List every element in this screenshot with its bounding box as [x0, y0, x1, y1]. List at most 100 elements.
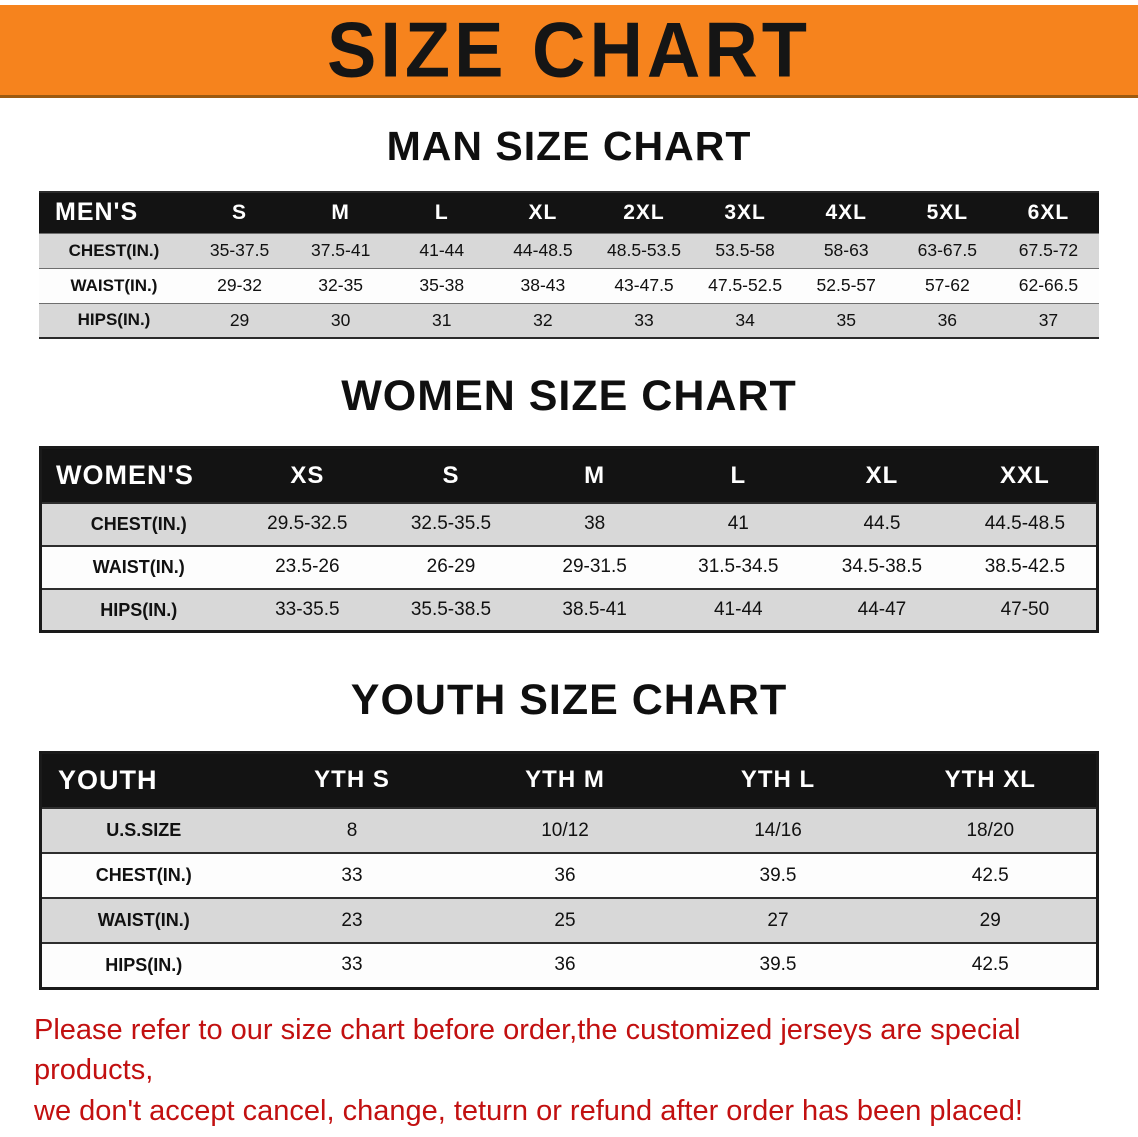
size-column-header: XL — [810, 447, 954, 503]
measurement-row: WAIST(IN.) 23.5-26 26-29 29-31.5 31.5-34.5 34… — [40, 544, 1098, 589]
value-cell: 44-48.5 — [492, 232, 594, 269]
value-cell: 62-66.5 — [997, 267, 1099, 304]
value-cell: 33 — [593, 302, 695, 339]
row-label-cell: WAIST(IN.) — [40, 897, 246, 944]
value-cell: 29-32 — [189, 267, 291, 304]
value-cell: 29 — [884, 897, 1098, 944]
row-label-cell: WAIST(IN.) — [39, 267, 189, 304]
value-cell: 34 — [694, 302, 796, 339]
measurement-row: HIPS(IN.) 33 36 39.5 42.5 — [40, 942, 1098, 989]
table-title-cell: YOUTH — [40, 752, 246, 809]
value-cell: 41-44 — [666, 587, 811, 632]
value-cell: 10/12 — [458, 807, 672, 854]
value-cell: 39.5 — [671, 852, 885, 899]
value-cell: 32-35 — [290, 267, 392, 304]
measurement-row: CHEST(IN.) 29.5-32.5 32.5-35.5 38 41 44.5 44.5… — [40, 501, 1098, 546]
size-column-header: XXL — [953, 447, 1098, 503]
value-cell: 26-29 — [379, 544, 523, 589]
banner-title: SIZE CHART — [327, 5, 811, 94]
value-cell: 33 — [245, 852, 459, 899]
size-column-header: L — [391, 192, 493, 234]
row-label-cell: WAIST(IN.) — [40, 544, 236, 589]
value-cell: 38-43 — [492, 267, 594, 304]
row-label-cell: CHEST(IN.) — [40, 501, 236, 546]
size-column-header: M — [290, 192, 392, 234]
value-cell: 42.5 — [884, 852, 1098, 899]
women-size-section: WOMEN SIZE CHART WOMEN'S XS S M L XL XXL CHEST(… — [0, 372, 1138, 634]
row-label-cell: HIPS(IN.) — [39, 302, 189, 339]
measurement-row: WAIST(IN.) 23 25 27 29 — [40, 897, 1098, 944]
size-column-header: S — [379, 447, 523, 503]
size-column-header: 5XL — [896, 192, 998, 234]
measurement-row: WAIST(IN.) 29-32 32-35 35-38 38-43 43-47.5 47.… — [39, 267, 1099, 304]
men-section-heading: MAN SIZE CHART — [386, 123, 752, 169]
size-chart-banner: SIZE CHART — [0, 5, 1138, 98]
disclaimer-line-1: Please refer to our size chart before or… — [34, 1013, 1021, 1087]
size-column-header: YTH L — [671, 752, 885, 809]
value-cell: 14/16 — [671, 807, 885, 854]
value-cell: 32 — [492, 302, 594, 339]
value-cell: 35-37.5 — [189, 232, 291, 269]
measurement-row: CHEST(IN.) 33 36 39.5 42.5 — [40, 852, 1098, 899]
size-column-header: YTH M — [458, 752, 672, 809]
measurement-row: CHEST(IN.) 35-37.5 37.5-41 41-44 44-48.5 48.5… — [39, 232, 1099, 269]
value-cell: 32.5-35.5 — [379, 501, 523, 546]
men-size-table: MEN'S S M L XL 2XL 3XL 4XL 5XL 6XL CHEST(IN.) 35-37… — [39, 191, 1099, 340]
row-label-cell: HIPS(IN.) — [40, 942, 246, 989]
value-cell: 35.5-38.5 — [379, 587, 523, 632]
header-row: WOMEN'S XS S M L XL XXL — [40, 447, 1098, 503]
value-cell: 38 — [522, 501, 667, 546]
value-cell: 37 — [997, 302, 1099, 339]
value-cell: 41-44 — [391, 232, 493, 269]
size-column-header: XL — [492, 192, 594, 234]
value-cell: 25 — [458, 897, 672, 944]
row-label-cell: U.S.SIZE — [40, 807, 246, 854]
value-cell: 29 — [189, 302, 291, 339]
value-cell: 44.5-48.5 — [953, 501, 1098, 546]
youth-section-heading: YOUTH SIZE CHART — [350, 676, 788, 725]
value-cell: 44-47 — [810, 587, 954, 632]
women-section-heading: WOMEN SIZE CHART — [341, 372, 797, 421]
value-cell: 67.5-72 — [997, 232, 1099, 269]
value-cell: 36 — [458, 852, 672, 899]
women-size-table: WOMEN'S XS S M L XL XXL CHEST(IN.) 29.5-32.5 32.5… — [39, 446, 1099, 634]
value-cell: 30 — [290, 302, 392, 339]
value-cell: 36 — [458, 942, 672, 989]
disclaimer-line-2: we don't accept cancel, change, teturn o… — [34, 1094, 1023, 1127]
value-cell: 23 — [245, 897, 459, 944]
value-cell: 48.5-53.5 — [593, 232, 695, 269]
header-row: YOUTH YTH S YTH M YTH L YTH XL — [40, 752, 1098, 809]
size-column-header: 4XL — [795, 192, 897, 234]
value-cell: 23.5-26 — [235, 544, 380, 589]
value-cell: 47.5-52.5 — [694, 267, 796, 304]
value-cell: 31.5-34.5 — [666, 544, 811, 589]
disclaimer-text: Please refer to our size chart before or… — [0, 1010, 1138, 1132]
value-cell: 58-63 — [795, 232, 897, 269]
value-cell: 33 — [245, 942, 459, 989]
value-cell: 35 — [795, 302, 897, 339]
value-cell: 35-38 — [391, 267, 493, 304]
size-column-header: M — [522, 447, 667, 503]
men-size-section: MAN SIZE CHART MEN'S S M L XL 2XL 3XL 4XL 5XL 6XL… — [0, 123, 1138, 340]
youth-size-table: YOUTH YTH S YTH M YTH L YTH XL U.S.SIZE 8 10/12… — [39, 750, 1099, 990]
value-cell: 31 — [391, 302, 493, 339]
youth-size-section: YOUTH SIZE CHART YOUTH YTH S YTH M YTH L YTH… — [0, 676, 1138, 990]
size-column-header: 6XL — [997, 192, 1099, 234]
value-cell: 52.5-57 — [795, 267, 897, 304]
value-cell: 36 — [896, 302, 998, 339]
value-cell: 18/20 — [884, 807, 1098, 854]
header-row: MEN'S S M L XL 2XL 3XL 4XL 5XL 6XL — [39, 192, 1099, 234]
value-cell: 42.5 — [884, 942, 1098, 989]
measurement-row: U.S.SIZE 8 10/12 14/16 18/20 — [40, 807, 1098, 854]
value-cell: 47-50 — [953, 587, 1098, 632]
measurement-row: HIPS(IN.) 33-35.5 35.5-38.5 38.5-41 41-44 44-… — [40, 587, 1098, 632]
value-cell: 37.5-41 — [290, 232, 392, 269]
size-column-header: 2XL — [593, 192, 695, 234]
value-cell: 44.5 — [810, 501, 954, 546]
value-cell: 38.5-41 — [522, 587, 667, 632]
size-column-header: 3XL — [694, 192, 796, 234]
size-column-header: XS — [235, 447, 380, 503]
row-label-cell: CHEST(IN.) — [40, 852, 246, 899]
table-title-cell: MEN'S — [39, 192, 189, 234]
row-label-cell: HIPS(IN.) — [40, 587, 236, 632]
